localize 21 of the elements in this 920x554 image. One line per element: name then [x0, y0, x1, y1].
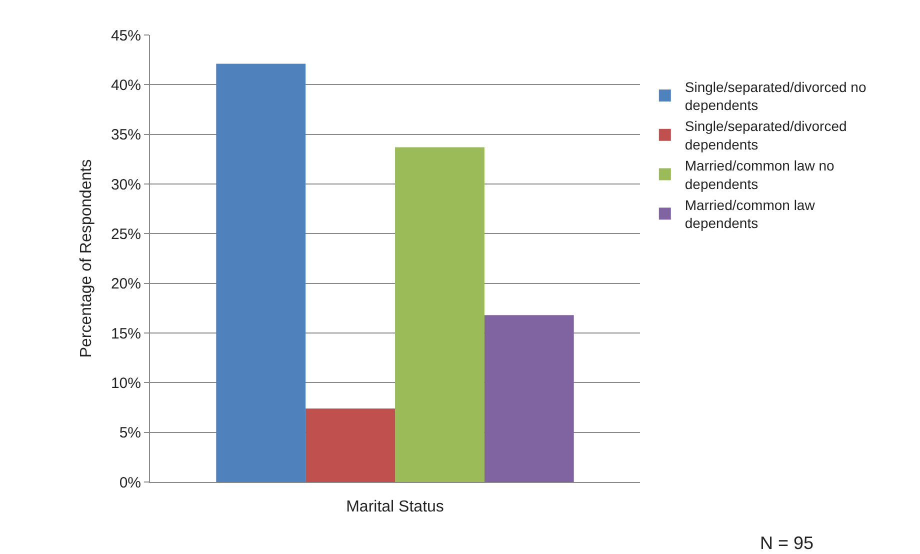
- y-tick-label: 0%: [119, 474, 141, 492]
- text: N = 95: [760, 533, 814, 553]
- bar: [306, 408, 395, 482]
- y-tick-label: 40%: [110, 76, 141, 94]
- x-axis-title: Marital Status: [346, 498, 444, 516]
- legend-label: Married/common law dependents: [684, 197, 816, 232]
- y-tick-label: 35%: [110, 126, 141, 144]
- bar: [484, 315, 574, 482]
- bar: [216, 64, 306, 482]
- legend-label: Married/common law no dependents: [684, 158, 834, 192]
- y-tick-label: 20%: [110, 276, 141, 293]
- y-tick-label: 25%: [110, 226, 141, 243]
- bar: [395, 147, 484, 482]
- y-tick-label: 30%: [110, 176, 141, 194]
- y-tick-label: 15%: [110, 325, 141, 342]
- legend-label: Single/separated/divorced no dependents: [684, 78, 866, 114]
- y-tick-label: 10%: [110, 374, 141, 392]
- y-axis-title: Percentage of Respondents: [78, 159, 95, 358]
- y-tick-label: 45%: [110, 27, 141, 44]
- legend-label: Single/separated/divorced dependents: [684, 118, 847, 152]
- y-tick-label: 5%: [119, 424, 141, 442]
